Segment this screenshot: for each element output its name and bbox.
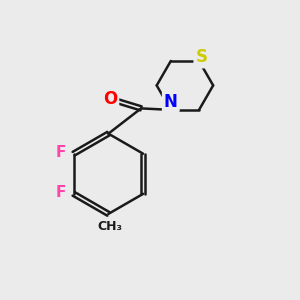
Text: CH₃: CH₃ [98, 220, 122, 233]
Text: S: S [195, 48, 207, 66]
Text: O: O [103, 90, 117, 108]
Text: F: F [56, 145, 66, 160]
Text: F: F [56, 185, 66, 200]
Text: N: N [164, 93, 178, 111]
